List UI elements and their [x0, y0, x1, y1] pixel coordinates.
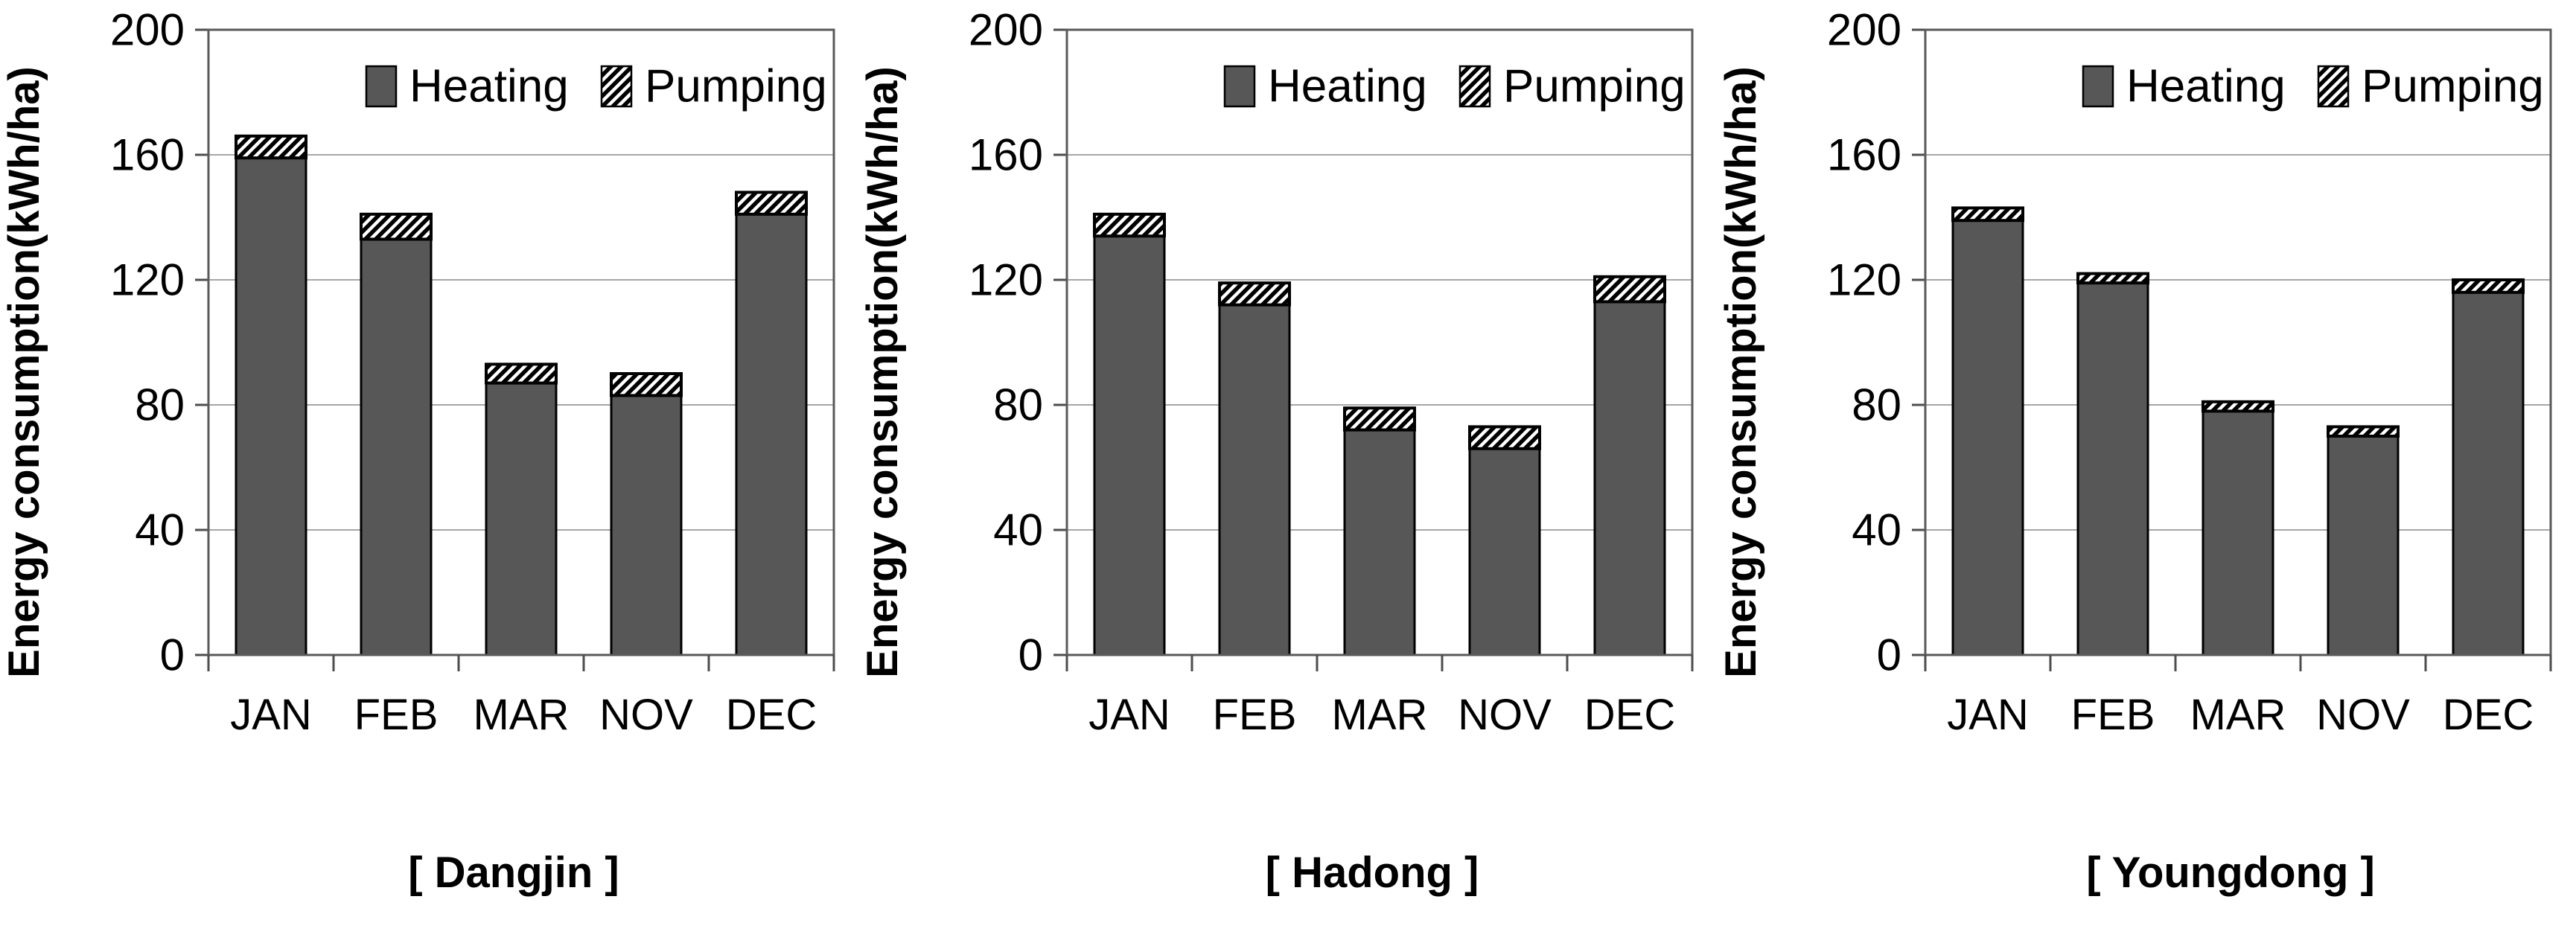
y-tick-label-200: 200	[969, 5, 1043, 55]
legend-swatch-heating	[365, 65, 398, 108]
bar-heating-feb	[2076, 281, 2149, 656]
bar-heating-dec	[735, 213, 808, 656]
x-tick-label-jan: JAN	[230, 691, 312, 739]
bar-pumping-jan	[1093, 212, 1166, 238]
chart-caption: [ Hadong ]	[1266, 848, 1479, 897]
y-tick-label-40: 40	[1852, 505, 1901, 555]
chart-panel-youngdong: 0 40 80 120 160 200 JAN FEB MAR NOV DEC Energy con…	[1717, 0, 2575, 943]
youngdong-stacked-bar-chart: 0 40 80 120 160 200 JAN FEB MAR NOV DEC Energy con…	[1717, 5, 2552, 897]
plot-area: 0 40 80 120 160 200 JAN FEB MAR NOV DEC	[969, 5, 1694, 739]
bar-pumping-feb	[2076, 272, 2149, 285]
x-tick-label-dec: DEC	[726, 691, 817, 739]
bar-heating-nov	[1468, 447, 1541, 656]
legend-label-heating: Heating	[1268, 61, 1427, 112]
legend-label-pumping: Pumping	[1503, 61, 1686, 112]
bar-pumping-nov	[610, 372, 683, 397]
bar-pumping-nov	[1468, 425, 1541, 450]
bar-pumping-mar	[485, 362, 558, 385]
y-tick-label-200: 200	[1827, 5, 1901, 55]
bar-pumping-jan	[235, 134, 307, 160]
bar-pumping-nov	[2327, 425, 2400, 438]
y-tick-label-120: 120	[1827, 255, 1901, 305]
legend-swatch-pumping	[2317, 65, 2350, 108]
y-tick-label-160: 160	[110, 130, 185, 180]
x-tick-label-dec: DEC	[2443, 691, 2534, 739]
x-tick-label-nov: NOV	[2316, 691, 2410, 739]
x-tick-label-dec: DEC	[1584, 691, 1675, 739]
bar-heating-nov	[610, 394, 683, 656]
y-tick-label-80: 80	[1852, 380, 1901, 430]
bar-pumping-mar	[1343, 406, 1416, 432]
bar-heating-mar	[1343, 429, 1416, 656]
x-tick-label-jan: JAN	[1947, 691, 2029, 739]
hadong-stacked-bar-chart: 0 40 80 120 160 200 JAN FEB MAR NOV DEC Energy con…	[858, 5, 1694, 897]
bar-heating-jan	[1951, 219, 2024, 656]
y-tick-label-120: 120	[110, 255, 185, 305]
bar-heating-mar	[485, 382, 558, 656]
plot-area: 0 40 80 120 160 200 JAN FEB MAR NOV DEC	[110, 5, 835, 739]
x-tick-label-mar: MAR	[1332, 691, 1428, 739]
y-tick-label-0: 0	[160, 630, 185, 680]
y-tick-label-0: 0	[1877, 630, 1901, 680]
plot-frame	[1065, 28, 1694, 656]
y-axis-title: Energy consumption(kWh/ha)	[858, 66, 907, 678]
y-tick-label-40: 40	[993, 505, 1043, 555]
bar-pumping-mar	[2202, 400, 2274, 413]
legend-label-heating: Heating	[2126, 61, 2286, 112]
y-axis-title: Energy consumption(kWh/ha)	[0, 66, 48, 678]
dangjin-stacked-bar-chart: 0 40 80 120 160 200 JAN FEB MAR NOV DEC Energy con…	[0, 5, 835, 897]
y-tick-label-120: 120	[969, 255, 1043, 305]
legend-swatch-pumping	[1458, 65, 1491, 108]
x-tick-label-jan: JAN	[1088, 691, 1170, 739]
legend-label-pumping: Pumping	[2362, 61, 2544, 112]
y-tick-label-40: 40	[135, 505, 185, 555]
legend-label-pumping: Pumping	[645, 61, 827, 112]
x-tick-label-mar: MAR	[2190, 691, 2286, 739]
bar-heating-jan	[235, 156, 307, 656]
plot-frame	[207, 28, 835, 656]
x-tick-label-mar: MAR	[474, 691, 570, 739]
x-tick-label-feb: FEB	[1213, 691, 1297, 739]
x-tick-label-feb: FEB	[354, 691, 439, 739]
x-tick-label-feb: FEB	[2071, 691, 2155, 739]
y-tick-label-160: 160	[1827, 130, 1901, 180]
legend-swatch-pumping	[600, 65, 633, 108]
bar-pumping-dec	[735, 191, 808, 216]
chart-panel-dangjin: 0 40 80 120 160 200 JAN FEB MAR NOV DEC Energy con…	[0, 0, 858, 943]
bar-pumping-dec	[2452, 278, 2525, 294]
x-tick-label-nov: NOV	[599, 691, 693, 739]
bar-heating-feb	[360, 237, 433, 656]
bar-heating-dec	[2452, 291, 2525, 656]
legend-label-heating: Heating	[409, 61, 569, 112]
y-tick-label-80: 80	[135, 380, 185, 430]
chart-caption: [ Youngdong ]	[2086, 848, 2375, 897]
y-tick-label-80: 80	[993, 380, 1043, 430]
plot-frame	[1924, 28, 2552, 656]
bar-pumping-dec	[1593, 275, 1666, 304]
legend-swatch-heating	[1223, 65, 1256, 108]
y-tick-label-200: 200	[110, 5, 185, 55]
y-tick-label-160: 160	[969, 130, 1043, 180]
chart-caption: [ Dangjin ]	[408, 848, 619, 897]
bar-heating-nov	[2327, 435, 2400, 656]
bar-pumping-feb	[1218, 281, 1291, 307]
y-axis-title: Energy consumption(kWh/ha)	[1717, 66, 1765, 678]
y-tick-label-0: 0	[1018, 630, 1043, 680]
bar-pumping-feb	[360, 212, 433, 241]
bar-pumping-jan	[1951, 206, 2024, 223]
plot-area: 0 40 80 120 160 200 JAN FEB MAR NOV DEC	[1827, 5, 2552, 739]
bar-heating-dec	[1593, 300, 1666, 656]
bar-heating-jan	[1093, 234, 1166, 656]
chart-panel-hadong: 0 40 80 120 160 200 JAN FEB MAR NOV DEC Energy con…	[858, 0, 1717, 943]
bar-heating-feb	[1218, 304, 1291, 656]
bar-heating-mar	[2202, 409, 2274, 656]
x-tick-label-nov: NOV	[1458, 691, 1552, 739]
legend-swatch-heating	[2082, 65, 2114, 108]
